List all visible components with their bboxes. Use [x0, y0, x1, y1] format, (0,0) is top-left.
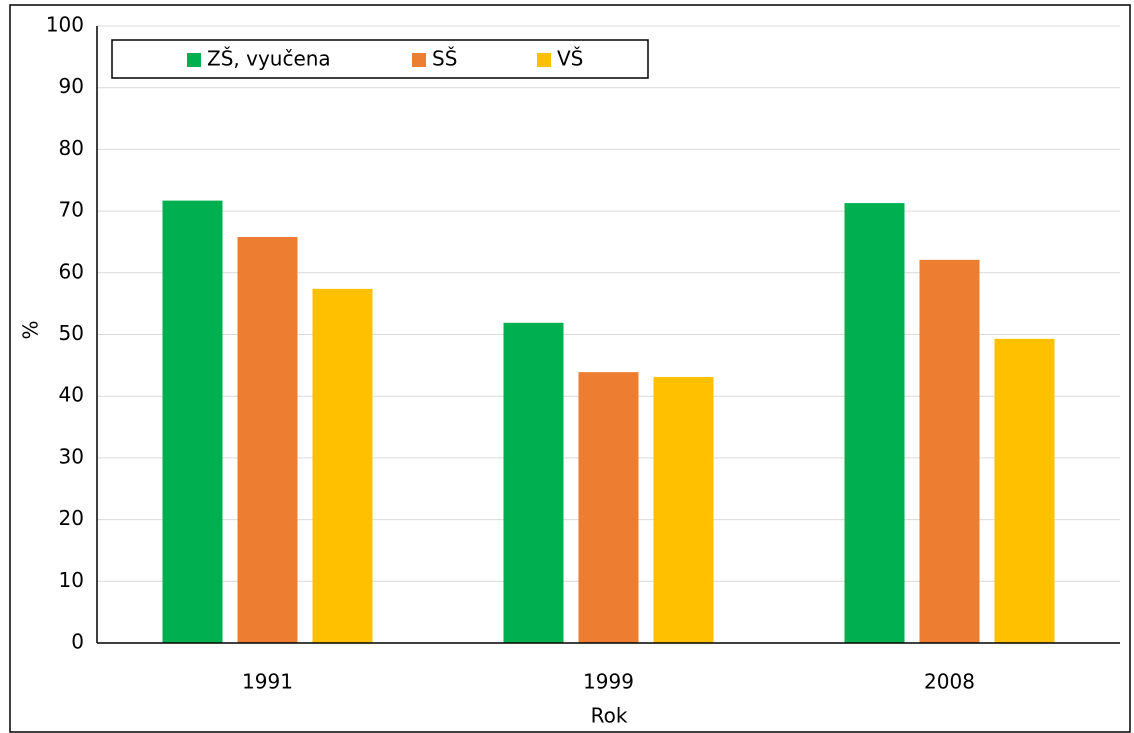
legend-box — [111, 39, 649, 79]
legend-label: SŠ — [432, 47, 457, 71]
bar — [844, 203, 905, 644]
legend-swatch — [537, 53, 551, 67]
legend-swatch — [187, 53, 201, 67]
bar — [578, 372, 639, 643]
legend-swatch — [412, 53, 426, 67]
y-tick-label: 30 — [59, 444, 84, 468]
y-tick-label: 50 — [59, 321, 84, 345]
bar — [919, 259, 980, 643]
x-tick-label: 1999 — [583, 670, 634, 694]
y-axis-label: % — [19, 320, 43, 339]
y-tick-label: 0 — [71, 630, 84, 654]
bar — [653, 377, 714, 643]
bar — [994, 338, 1055, 643]
y-tick-label: 90 — [59, 74, 84, 98]
x-axis-label: Rok — [591, 704, 628, 728]
y-tick-label: 100 — [46, 13, 84, 37]
y-tick-label: 80 — [59, 136, 84, 160]
x-tick-label: 2008 — [924, 670, 975, 694]
bar — [312, 288, 373, 643]
y-tick-label: 20 — [59, 506, 84, 530]
bar — [503, 322, 564, 643]
y-tick-label: 60 — [59, 259, 84, 283]
x-tick-label: 1991 — [242, 670, 293, 694]
y-tick-label: 40 — [59, 383, 84, 407]
bar — [237, 237, 298, 643]
y-tick-label: 10 — [59, 568, 84, 592]
legend-label: ZŠ, vyučena — [207, 47, 331, 71]
legend-label: VŠ — [557, 47, 583, 71]
y-tick-label: 70 — [59, 198, 84, 222]
bar — [162, 200, 223, 643]
